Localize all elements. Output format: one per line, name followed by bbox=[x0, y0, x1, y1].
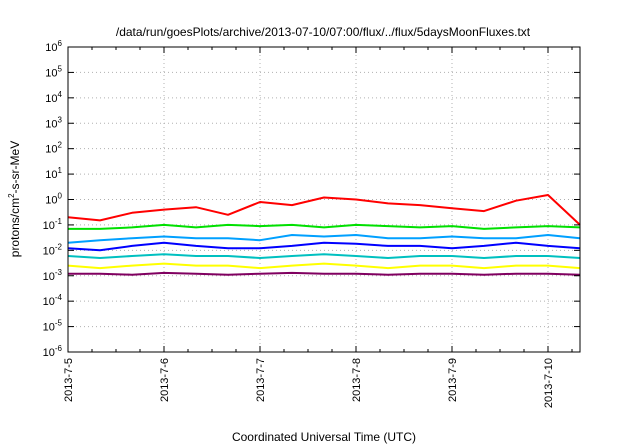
y-tick-label-base: 10 bbox=[43, 245, 55, 257]
series-line-2 bbox=[68, 223, 581, 230]
y-tick-label-exponent: -3 bbox=[55, 268, 63, 277]
y-tick-label-exponent: -4 bbox=[55, 293, 63, 302]
y-tick-label: 102 bbox=[45, 141, 62, 156]
y-tick-label-base: 10 bbox=[45, 42, 57, 54]
grid-layer bbox=[67, 46, 580, 353]
y-tick-label: 10-4 bbox=[43, 293, 63, 308]
y-tick-label: 105 bbox=[45, 64, 62, 79]
y-tick-label-base: 10 bbox=[45, 144, 57, 156]
y-tick-label: 100 bbox=[45, 192, 62, 207]
series-line-4 bbox=[67, 241, 581, 252]
y-tick-label-base: 10 bbox=[43, 271, 55, 283]
chart-title: /data/run/goesPlots/archive/2013-07-10/0… bbox=[116, 25, 531, 39]
series-layer bbox=[67, 194, 581, 276]
y-tick-label-base: 10 bbox=[43, 347, 55, 359]
y-tick-label: 104 bbox=[45, 90, 62, 105]
y-axis-label-superscript: 2 bbox=[7, 193, 16, 198]
y-tick-label-base: 10 bbox=[45, 67, 57, 79]
x-tick-label: 2013-7-6 bbox=[159, 358, 171, 402]
y-tick-label: 10-6 bbox=[43, 344, 63, 359]
x-tick-label: 2013-7-7 bbox=[255, 358, 267, 402]
y-tick-label-base: 10 bbox=[45, 93, 57, 105]
y-tick-label: 10-2 bbox=[43, 242, 63, 257]
series-line-5 bbox=[67, 253, 581, 259]
series-line-7 bbox=[68, 271, 581, 276]
x-tick-labels: 2013-7-5 2013-7-6 2013-7-7 2013-7-8 2013-7-9… bbox=[63, 358, 555, 408]
y-tick-label-base: 10 bbox=[45, 118, 57, 130]
y-axis-label: protons/cm2-s-sr-MeV bbox=[7, 141, 22, 257]
x-tick-label: 2013-7-5 bbox=[63, 358, 75, 402]
series-line-1 bbox=[67, 194, 581, 226]
y-tick-label-exponent: -1 bbox=[55, 217, 63, 226]
y-tick-label-exponent: 4 bbox=[58, 90, 63, 99]
y-tick-label: 10-3 bbox=[43, 268, 63, 283]
y-tick-label: 10-1 bbox=[43, 217, 63, 232]
y-tick-label-exponent: 6 bbox=[58, 39, 63, 48]
x-tick-label: 2013-7-8 bbox=[351, 358, 363, 402]
y-tick-label-exponent: -2 bbox=[55, 242, 63, 251]
y-tick-label-base: 10 bbox=[43, 296, 55, 308]
y-tick-label: 103 bbox=[45, 115, 62, 130]
y-axis-label-suffix: -s-sr-MeV bbox=[8, 141, 22, 194]
y-tick-labels: 10-610-510-410-310-210-11001011021031041… bbox=[43, 39, 63, 359]
y-tick-label-exponent: 3 bbox=[58, 115, 63, 124]
y-tick-label-exponent: -5 bbox=[55, 319, 63, 328]
series-line-6 bbox=[67, 262, 581, 270]
y-tick-label-base: 10 bbox=[43, 322, 55, 334]
x-tick-label: 2013-7-9 bbox=[447, 358, 459, 402]
y-tick-label-exponent: 1 bbox=[58, 166, 63, 175]
y-axis-label-prefix: protons/cm bbox=[8, 198, 22, 257]
x-axis-label: Coordinated Universal Time (UTC) bbox=[232, 430, 416, 444]
x-tick-label: 2013-7-10 bbox=[543, 358, 555, 408]
tick-layer bbox=[67, 46, 580, 353]
y-tick-label: 106 bbox=[45, 39, 62, 54]
y-tick-label: 101 bbox=[45, 166, 62, 181]
y-tick-label-exponent: 2 bbox=[58, 141, 63, 150]
y-tick-label-base: 10 bbox=[43, 220, 55, 232]
y-tick-label: 10-5 bbox=[43, 319, 63, 334]
series-line-3 bbox=[67, 234, 581, 244]
y-tick-label-base: 10 bbox=[45, 169, 57, 181]
y-tick-label-exponent: 5 bbox=[58, 64, 63, 73]
y-tick-label-exponent: 0 bbox=[58, 192, 63, 201]
y-tick-label-exponent: -6 bbox=[55, 344, 63, 353]
y-tick-label-base: 10 bbox=[45, 195, 57, 207]
